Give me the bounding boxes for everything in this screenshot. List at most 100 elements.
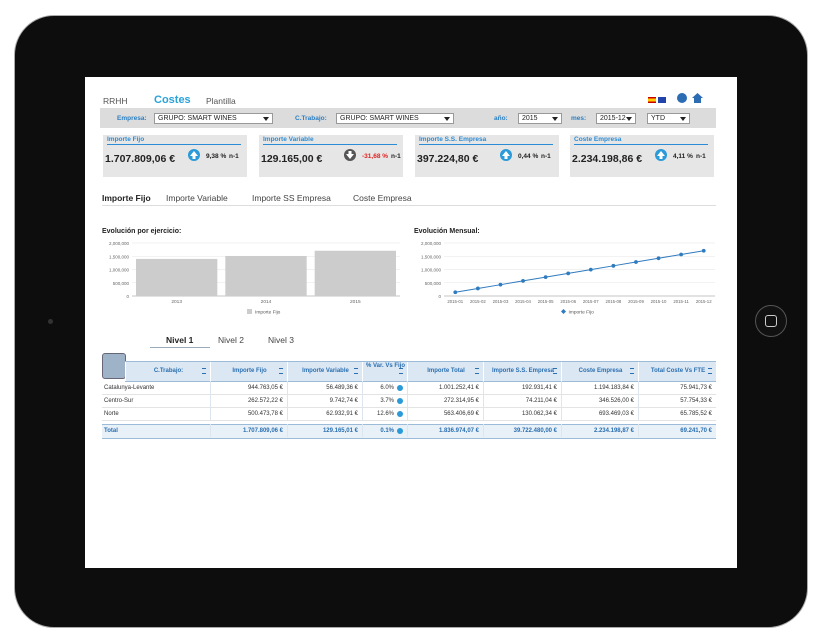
filter-select[interactable]: GRUPO: SMART WINES (154, 113, 273, 124)
filter-select[interactable]: 2015 (518, 113, 562, 124)
column-header[interactable]: Importe Variable (287, 362, 363, 381)
table-cell: 12.6% (376, 411, 394, 417)
table-cell: 9.742,74 € (329, 398, 358, 404)
y-tick-label: 1,000,000 (421, 268, 442, 273)
kpi-suffix: n-1 (391, 153, 401, 160)
cell-border (287, 407, 288, 420)
table-cell: 1.836.974,07 € (438, 428, 479, 434)
table-cell: 6.0% (380, 385, 394, 391)
cell-border (638, 394, 639, 407)
y-tick-label: 500,000 (425, 281, 442, 286)
kpi-change: 9,38 % (206, 153, 227, 160)
table-cell: 74.211,04 € (525, 398, 557, 404)
filter-label: C.Trabajo: (295, 115, 327, 122)
cell-border (210, 381, 211, 394)
table-cell: 56.489,36 € (326, 385, 358, 391)
cell-icon[interactable] (397, 398, 403, 404)
nav-item[interactable]: RRHH (103, 96, 128, 106)
sort-icon[interactable] (708, 368, 712, 374)
kpi-value: 129.165,00 € (261, 153, 323, 165)
table-cell: 57.754,33 € (680, 398, 712, 404)
tab[interactable]: Importe Fijo (102, 193, 151, 203)
column-header[interactable]: Coste Empresa (561, 362, 639, 381)
table-cell: 262.572,22 € (247, 398, 283, 404)
table-cell: 129.165,01 € (322, 428, 358, 434)
x-tick-label: 2015-01 (447, 299, 463, 304)
level-tab[interactable]: Nivel 2 (218, 335, 244, 345)
point (475, 286, 480, 291)
table-cell: 1.707.809,06 € (242, 428, 283, 434)
cell-border (287, 394, 288, 407)
column-header[interactable]: C.Trabajo: (125, 362, 211, 381)
nav-item[interactable]: Costes (154, 94, 191, 106)
kpi-title: Importe S.S. Empresa (419, 136, 553, 145)
x-tick-label: 2015-09 (628, 299, 644, 304)
y-tick-label: 0 (438, 294, 441, 299)
info-icon[interactable] (677, 93, 687, 103)
kpi-suffix: n-1 (696, 153, 706, 160)
x-tick-label: 2015-03 (493, 299, 509, 304)
nav-item[interactable]: Plantilla (206, 96, 236, 106)
kpi-value: 397.224,80 € (417, 153, 479, 165)
cell-border (407, 394, 408, 407)
level-tab[interactable]: Nivel 1 (166, 335, 194, 345)
level-tab[interactable]: Nivel 3 (268, 335, 294, 345)
cell-border (287, 424, 288, 437)
sort-icon[interactable] (475, 368, 479, 374)
sort-icon[interactable] (399, 368, 403, 374)
cell-border (210, 407, 211, 420)
column-header[interactable]: Total Coste Vs FTE (638, 362, 717, 381)
flag-uk[interactable] (658, 97, 666, 103)
x-tick-label: 2013 (171, 299, 182, 305)
cell-border (638, 424, 639, 437)
cell-border (483, 407, 484, 420)
kpi-value: 2.234.198,86 € (572, 153, 643, 165)
table-cell: Centro-Sur (104, 398, 134, 404)
chart-title: Evolución Mensual: (414, 228, 480, 235)
level-underline (150, 347, 210, 348)
column-header[interactable]: Importe S.S. Empresa (483, 362, 562, 381)
sort-icon[interactable] (202, 368, 206, 374)
kpi-arrow (188, 149, 200, 161)
filter-label: año: (494, 115, 508, 122)
y-tick-label: 1,500,000 (109, 254, 130, 259)
cell-border (483, 424, 484, 437)
point (679, 252, 684, 257)
point (453, 290, 458, 295)
kpi-card (415, 135, 559, 177)
point (611, 263, 616, 268)
kpi-title: Importe Fijo (107, 136, 241, 145)
column-header[interactable]: Importe Total (407, 362, 484, 381)
filter-select[interactable]: GRUPO: SMART WINES (336, 113, 454, 124)
flag-es[interactable] (648, 97, 656, 103)
filter-select[interactable]: YTD (647, 113, 690, 124)
filter-select[interactable]: 2015-12 (596, 113, 636, 124)
sort-icon[interactable] (630, 368, 634, 374)
sort-icon[interactable] (553, 368, 557, 374)
column-header[interactable]: % Var. Vs Fijo (362, 362, 408, 381)
cell-icon[interactable] (397, 411, 403, 417)
cell-icon[interactable] (397, 428, 403, 434)
legend-swatch (561, 309, 566, 314)
cell-icon[interactable] (397, 385, 403, 391)
tab[interactable]: Importe Variable (166, 193, 228, 203)
table-cell: 346.526,00 € (598, 398, 634, 404)
sort-icon[interactable] (279, 368, 283, 374)
chart-title: Evolución por ejercicio: (102, 228, 182, 235)
tab[interactable]: Importe SS Empresa (252, 193, 331, 203)
column-header[interactable]: Importe Fijo (210, 362, 288, 381)
home-button[interactable] (755, 305, 787, 337)
x-tick-label: 2015-11 (673, 299, 689, 304)
cell-border (483, 381, 484, 394)
cell-border (561, 407, 562, 420)
table-cell: 39.722.480,00 € (513, 428, 557, 434)
x-tick-label: 2015-10 (651, 299, 667, 304)
home-icon[interactable] (692, 93, 703, 103)
kpi-title: Coste Empresa (574, 136, 708, 145)
sort-icon[interactable] (354, 368, 358, 374)
tab[interactable]: Coste Empresa (353, 193, 412, 203)
y-tick-label: 1,000,000 (109, 268, 130, 273)
cell-border (362, 424, 363, 437)
legend-label: Importe Fijo (255, 310, 281, 316)
point (656, 256, 661, 261)
